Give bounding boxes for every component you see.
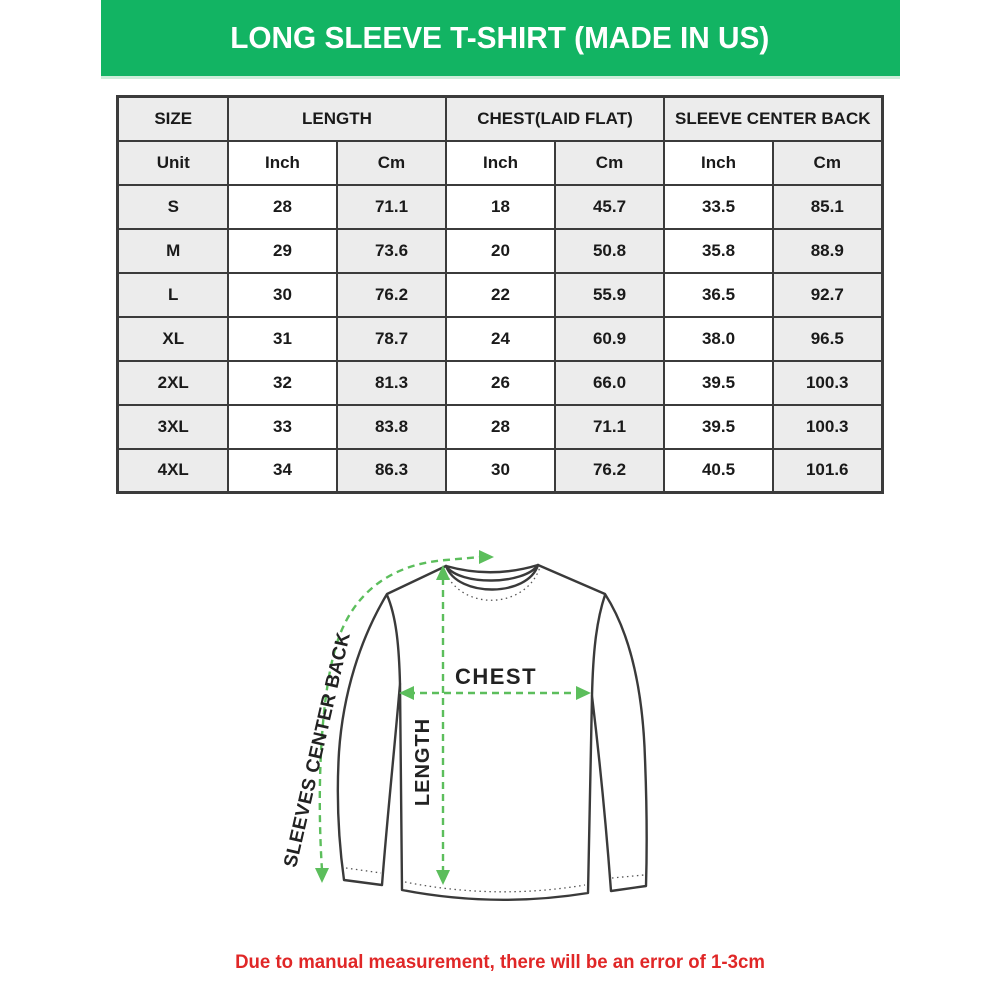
value-cell: 81.3 xyxy=(335,359,448,406)
tshirt-outline xyxy=(336,563,648,901)
value-cell: 71.1 xyxy=(335,183,448,230)
unit-length-inch: Inch xyxy=(226,139,338,186)
value-cell: 20 xyxy=(445,227,556,274)
unit-sleeve-cm: Cm xyxy=(772,139,883,186)
size-chart-table: SIZE LENGTH CHEST(LAID FLAT) SLEEVE CENT… xyxy=(116,95,884,494)
value-cell: 33 xyxy=(226,403,338,450)
armhole-seam-left xyxy=(385,593,402,686)
value-cell: 100.3 xyxy=(772,359,883,406)
value-cell: 30 xyxy=(226,271,338,318)
value-cell: 29 xyxy=(226,227,338,274)
chest-label: CHEST xyxy=(455,664,537,689)
chest-arrow-right xyxy=(576,686,591,700)
measurement-disclaimer: Due to manual measurement, there will be… xyxy=(235,952,765,973)
value-cell: 96.5 xyxy=(772,315,883,362)
value-cell: 39.5 xyxy=(663,359,774,406)
value-cell: 55.9 xyxy=(554,271,665,318)
value-cell: 88.9 xyxy=(772,227,883,274)
chest-arrow-left xyxy=(399,686,414,700)
cuff-stitch-right-dotted xyxy=(611,874,645,879)
value-cell: 34 xyxy=(226,447,338,494)
hem-stitch-dotted xyxy=(404,881,586,893)
sleeve-arrow-down xyxy=(315,868,329,883)
length-arrow-down xyxy=(436,870,450,885)
value-cell: 24 xyxy=(445,315,556,362)
value-cell: 35.8 xyxy=(663,227,774,274)
value-cell: 50.8 xyxy=(554,227,665,274)
unit-label: Unit xyxy=(116,139,229,186)
value-cell: 40.5 xyxy=(663,447,774,494)
unit-sleeve-inch: Inch xyxy=(663,139,774,186)
value-cell: 76.2 xyxy=(335,271,448,318)
tshirt-measurement-diagram: CHEST LENGTH SLEEVES CENTER BACK xyxy=(280,534,700,934)
table-row: 2XL 32 81.3 26 66.0 39.5 100.3 xyxy=(116,359,883,406)
cuff-stitch-left-dotted xyxy=(345,867,382,874)
value-cell: 28 xyxy=(226,183,338,230)
column-header-sleeve-center-back: SLEEVE CENTER BACK xyxy=(663,95,883,142)
value-cell: 26 xyxy=(445,359,556,406)
value-cell: 85.1 xyxy=(772,183,883,230)
value-cell: 39.5 xyxy=(663,403,774,450)
column-header-length: LENGTH xyxy=(226,95,448,142)
title-banner: LONG SLEEVE T-SHIRT (MADE IN US) xyxy=(100,0,900,79)
unit-chest-cm: Cm xyxy=(554,139,665,186)
size-label: 4XL xyxy=(116,447,229,494)
table-row: 3XL 33 83.8 28 71.1 39.5 100.3 xyxy=(116,403,883,450)
column-header-size: SIZE xyxy=(116,95,229,142)
value-cell: 101.6 xyxy=(772,447,883,494)
collar-band xyxy=(444,563,540,582)
length-label: LENGTH xyxy=(412,718,434,806)
value-cell: 22 xyxy=(445,271,556,318)
table-row: XL 31 78.7 24 60.9 38.0 96.5 xyxy=(116,315,883,362)
value-cell: 73.6 xyxy=(335,227,448,274)
unit-header-row: Unit Inch Cm Inch Cm Inch Cm xyxy=(116,139,883,186)
value-cell: 45.7 xyxy=(554,183,665,230)
size-label: 3XL xyxy=(116,403,229,450)
column-header-chest: CHEST(LAID FLAT) xyxy=(445,95,665,142)
length-arrow-up xyxy=(436,565,450,580)
armhole-seam-right xyxy=(590,593,607,698)
size-label: XL xyxy=(116,315,229,362)
value-cell: 100.3 xyxy=(772,403,883,450)
size-label: L xyxy=(116,271,229,318)
table-row: L 30 76.2 22 55.9 36.5 92.7 xyxy=(116,271,883,318)
value-cell: 32 xyxy=(226,359,338,406)
value-cell: 31 xyxy=(226,315,338,362)
value-cell: 28 xyxy=(445,403,556,450)
table-row: 4XL 34 86.3 30 76.2 40.5 101.6 xyxy=(116,447,883,494)
value-cell: 76.2 xyxy=(554,447,665,494)
unit-length-cm: Cm xyxy=(335,139,448,186)
value-cell: 33.5 xyxy=(663,183,774,230)
sleeve-arrow-right xyxy=(479,550,494,564)
value-cell: 83.8 xyxy=(335,403,448,450)
value-cell: 30 xyxy=(445,447,556,494)
group-header-row: SIZE LENGTH CHEST(LAID FLAT) SLEEVE CENT… xyxy=(116,95,883,142)
size-label: 2XL xyxy=(116,359,229,406)
size-label: M xyxy=(116,227,229,274)
value-cell: 92.7 xyxy=(772,271,883,318)
unit-chest-inch: Inch xyxy=(445,139,556,186)
page-title: LONG SLEEVE T-SHIRT (MADE IN US) xyxy=(230,20,770,55)
value-cell: 86.3 xyxy=(335,447,448,494)
value-cell: 71.1 xyxy=(554,403,665,450)
collar-back-top xyxy=(444,563,540,574)
tshirt-diagram-svg: CHEST LENGTH SLEEVES CENTER BACK xyxy=(280,550,648,901)
value-cell: 38.0 xyxy=(663,315,774,362)
value-cell: 78.7 xyxy=(335,315,448,362)
table-row: M 29 73.6 20 50.8 35.8 88.9 xyxy=(116,227,883,274)
value-cell: 60.9 xyxy=(554,315,665,362)
value-cell: 66.0 xyxy=(554,359,665,406)
size-label: S xyxy=(116,183,229,230)
table-row: S 28 71.1 18 45.7 33.5 85.1 xyxy=(116,183,883,230)
value-cell: 36.5 xyxy=(663,271,774,318)
value-cell: 18 xyxy=(445,183,556,230)
collar-stitch-dotted xyxy=(443,566,541,601)
